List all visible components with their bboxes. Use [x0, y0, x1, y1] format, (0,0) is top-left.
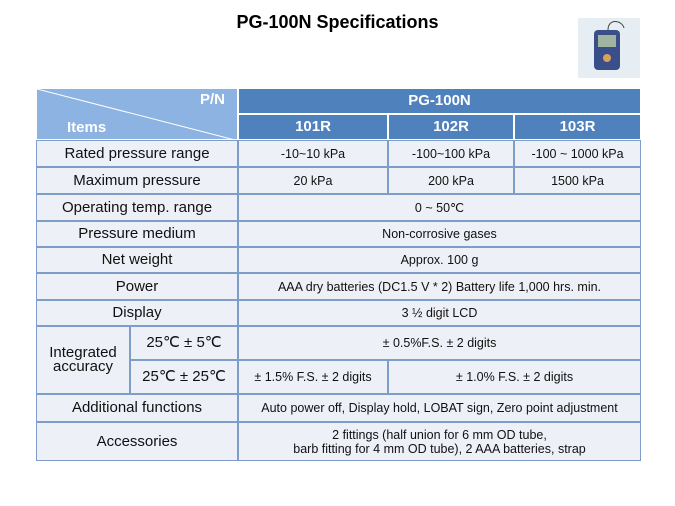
items-label: Items	[67, 119, 107, 136]
row-label: 25℃ ± 5℃	[130, 326, 238, 360]
row-label: Pressure medium	[36, 221, 238, 247]
pn-label: P/N	[199, 91, 225, 108]
model-header: PG-100N	[238, 88, 641, 114]
header-corner: P/N Items	[36, 88, 239, 141]
row-label: 25℃ ± 25℃	[130, 360, 238, 394]
row-label: Operating temp. range	[36, 194, 238, 221]
value-cell: Auto power off, Display hold, LOBAT sign…	[238, 394, 641, 422]
value-cell: 3 ½ digit LCD	[238, 300, 641, 326]
value-cell: 20 kPa	[238, 167, 388, 194]
row-label: Net weight	[36, 247, 238, 273]
variant-header: 101R	[238, 114, 388, 140]
value-cell: Approx. 100 g	[238, 247, 641, 273]
row-label: Display	[36, 300, 238, 326]
value-cell: 2 fittings (half union for 6 mm OD tube,…	[238, 422, 641, 461]
value-cell: ± 1.5% F.S. ± 2 digits	[238, 360, 388, 394]
device-photo	[578, 18, 640, 78]
variant-header: 103R	[514, 114, 641, 140]
value-cell: -10~10 kPa	[238, 140, 388, 167]
variant-header: 102R	[388, 114, 514, 140]
value-cell: ± 0.5%F.S. ± 2 digits	[238, 326, 641, 360]
row-label: Power	[36, 273, 238, 300]
row-label: Additional functions	[36, 394, 238, 422]
value-cell: 1500 kPa	[514, 167, 641, 194]
value-cell: -100~100 kPa	[388, 140, 514, 167]
title: PG-100N Specifications	[236, 12, 439, 32]
row-label: Maximum pressure	[36, 167, 238, 194]
row-label: Rated pressure range	[36, 140, 238, 167]
row-label: Accessories	[36, 422, 238, 461]
value-cell: 200 kPa	[388, 167, 514, 194]
value-cell: -100 ~ 1000 kPa	[514, 140, 641, 167]
value-cell: 0 ~ 50℃	[238, 194, 641, 221]
row-label: Integrated accuracy	[36, 326, 130, 394]
value-cell: AAA dry batteries (DC1.5 V * 2) Battery …	[238, 273, 641, 300]
value-cell: ± 1.0% F.S. ± 2 digits	[388, 360, 641, 394]
value-cell: Non-corrosive gases	[238, 221, 641, 247]
